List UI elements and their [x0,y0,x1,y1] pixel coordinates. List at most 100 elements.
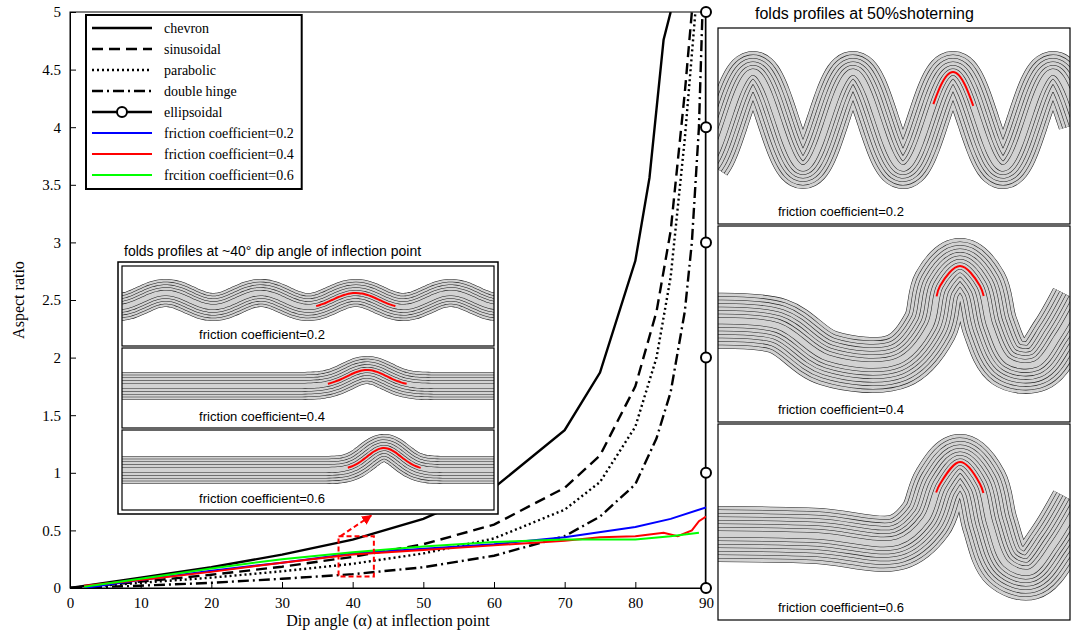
fold-layer-line [122,293,494,307]
x-tick-mark [635,582,636,588]
x-tick-label: 40 [346,595,361,611]
legend-box [86,15,302,189]
fold-layer-line [122,370,494,386]
fold-layer [718,462,1070,573]
fold-layer [718,266,1070,366]
y-tick-label: 4 [54,120,62,136]
legend-label: chevron [164,21,209,36]
fold-layer [122,370,494,386]
fold-layer-line [718,266,1070,366]
fold-layer [122,370,494,386]
x-tick-label: 30 [275,595,290,611]
series-line [705,12,706,588]
y-tick-mark [70,300,76,301]
panel-label-patch [197,326,327,343]
legend-label: double hinge [164,84,237,99]
inset-right: folds profiles at 50%shoterningfriction … [708,5,1075,620]
y-tick: 1.5 [42,408,76,424]
fold-layer-line [718,266,1070,366]
x-tick: 50 [416,582,431,611]
y-tick: 5 [54,4,77,20]
fold-marker-line [718,72,1070,168]
fold-layer-line [718,266,1070,366]
y-tick-label: 0.5 [42,523,61,539]
fold-layer-line [718,462,1070,573]
fold-layer-line [122,370,494,386]
inset-right-panel: friction coefficient=0.4 [708,226,1075,422]
legend-label: friction coefficient=0.2 [164,126,294,141]
series-line [70,12,695,588]
fold-layer-line [718,72,1070,168]
fold-layer-line [122,370,494,386]
legend-item: friction coefficient=0.2 [92,126,294,141]
panel-label-patch [776,203,906,220]
inset-right-panel-border [718,226,1070,422]
series-line [70,12,702,588]
fold-marker-line [122,448,494,470]
fold-layer-line [718,72,1070,168]
fold-marker-line [718,266,1070,366]
fold-layer [122,370,494,386]
y-tick-mark [70,12,76,13]
legend-item: ellipsoidal [92,105,222,120]
fold-layer-line [718,462,1070,573]
legend-item: double hinge [92,84,237,99]
fold-layer [718,462,1070,573]
inset-left-panel: friction coefficient=0.2 [116,266,500,346]
inset-left-panel-drawing [122,448,494,470]
fold-layer-line [718,462,1070,573]
series-marker [701,468,711,478]
fold-layer [122,293,494,307]
fold-layer-line [718,266,1070,366]
series-marker [701,583,711,593]
panel-label: friction coefficient=0.4 [199,409,325,424]
panel-label: friction coefficient=0.6 [199,491,325,506]
fold-layer-line [718,72,1070,168]
fold-layer [122,448,494,470]
fold-layer-line [718,266,1070,366]
panel-label: friction coefficient=0.4 [778,402,904,417]
fold-layer [718,72,1070,168]
legend-swatch [92,132,152,134]
y-tick-label: 5 [54,4,62,20]
fold-layer [718,72,1070,168]
inset-right-panel-drawing [718,266,1070,366]
fold-layer-line [718,266,1070,366]
fold-layer [718,462,1070,573]
x-axis-line [71,588,707,589]
fold-layer-line [122,293,494,307]
fold-marker-line [122,293,494,307]
legend-swatch [92,153,152,155]
fold-layer-line [718,462,1070,573]
fold-layer-line [718,462,1070,573]
panel-label-patch [197,490,327,507]
fold-layer [718,266,1070,366]
y-tick-label: 2.5 [42,292,61,308]
x-tick-label: 50 [416,595,431,611]
y-tick: 4 [54,120,77,136]
panel-label-patch [776,599,906,616]
inset-left-panel-drawing [122,293,494,307]
x-tick: 90 [699,582,714,611]
inset-left-panel: friction coefficient=0.6 [116,430,500,510]
series-marker [701,237,711,247]
fold-layer [718,72,1070,168]
fold-layer-line [122,448,494,470]
inset-title: folds profiles at ~40° dip angle of infl… [124,243,421,259]
fold-layer-line [718,266,1070,366]
x-tick-label: 60 [487,595,502,611]
legend-item: parabolic [92,63,216,78]
x-tick-mark [282,582,283,588]
inset-left-panel-drawing [122,370,494,386]
inset-left-panel-border [122,348,494,428]
inset-left-panel-border [122,430,494,510]
fold-layer [122,448,494,470]
fold-layer [122,293,494,307]
inset-left-panel-border [122,266,494,346]
legend-label: friction coefficient=0.4 [164,147,294,162]
y-tick-label: 1 [54,465,62,481]
legend-item: frcition coefficient=0.6 [92,168,294,183]
y-tick: 2 [54,350,77,366]
legend-swatch [92,48,152,50]
fold-layer [718,72,1070,168]
